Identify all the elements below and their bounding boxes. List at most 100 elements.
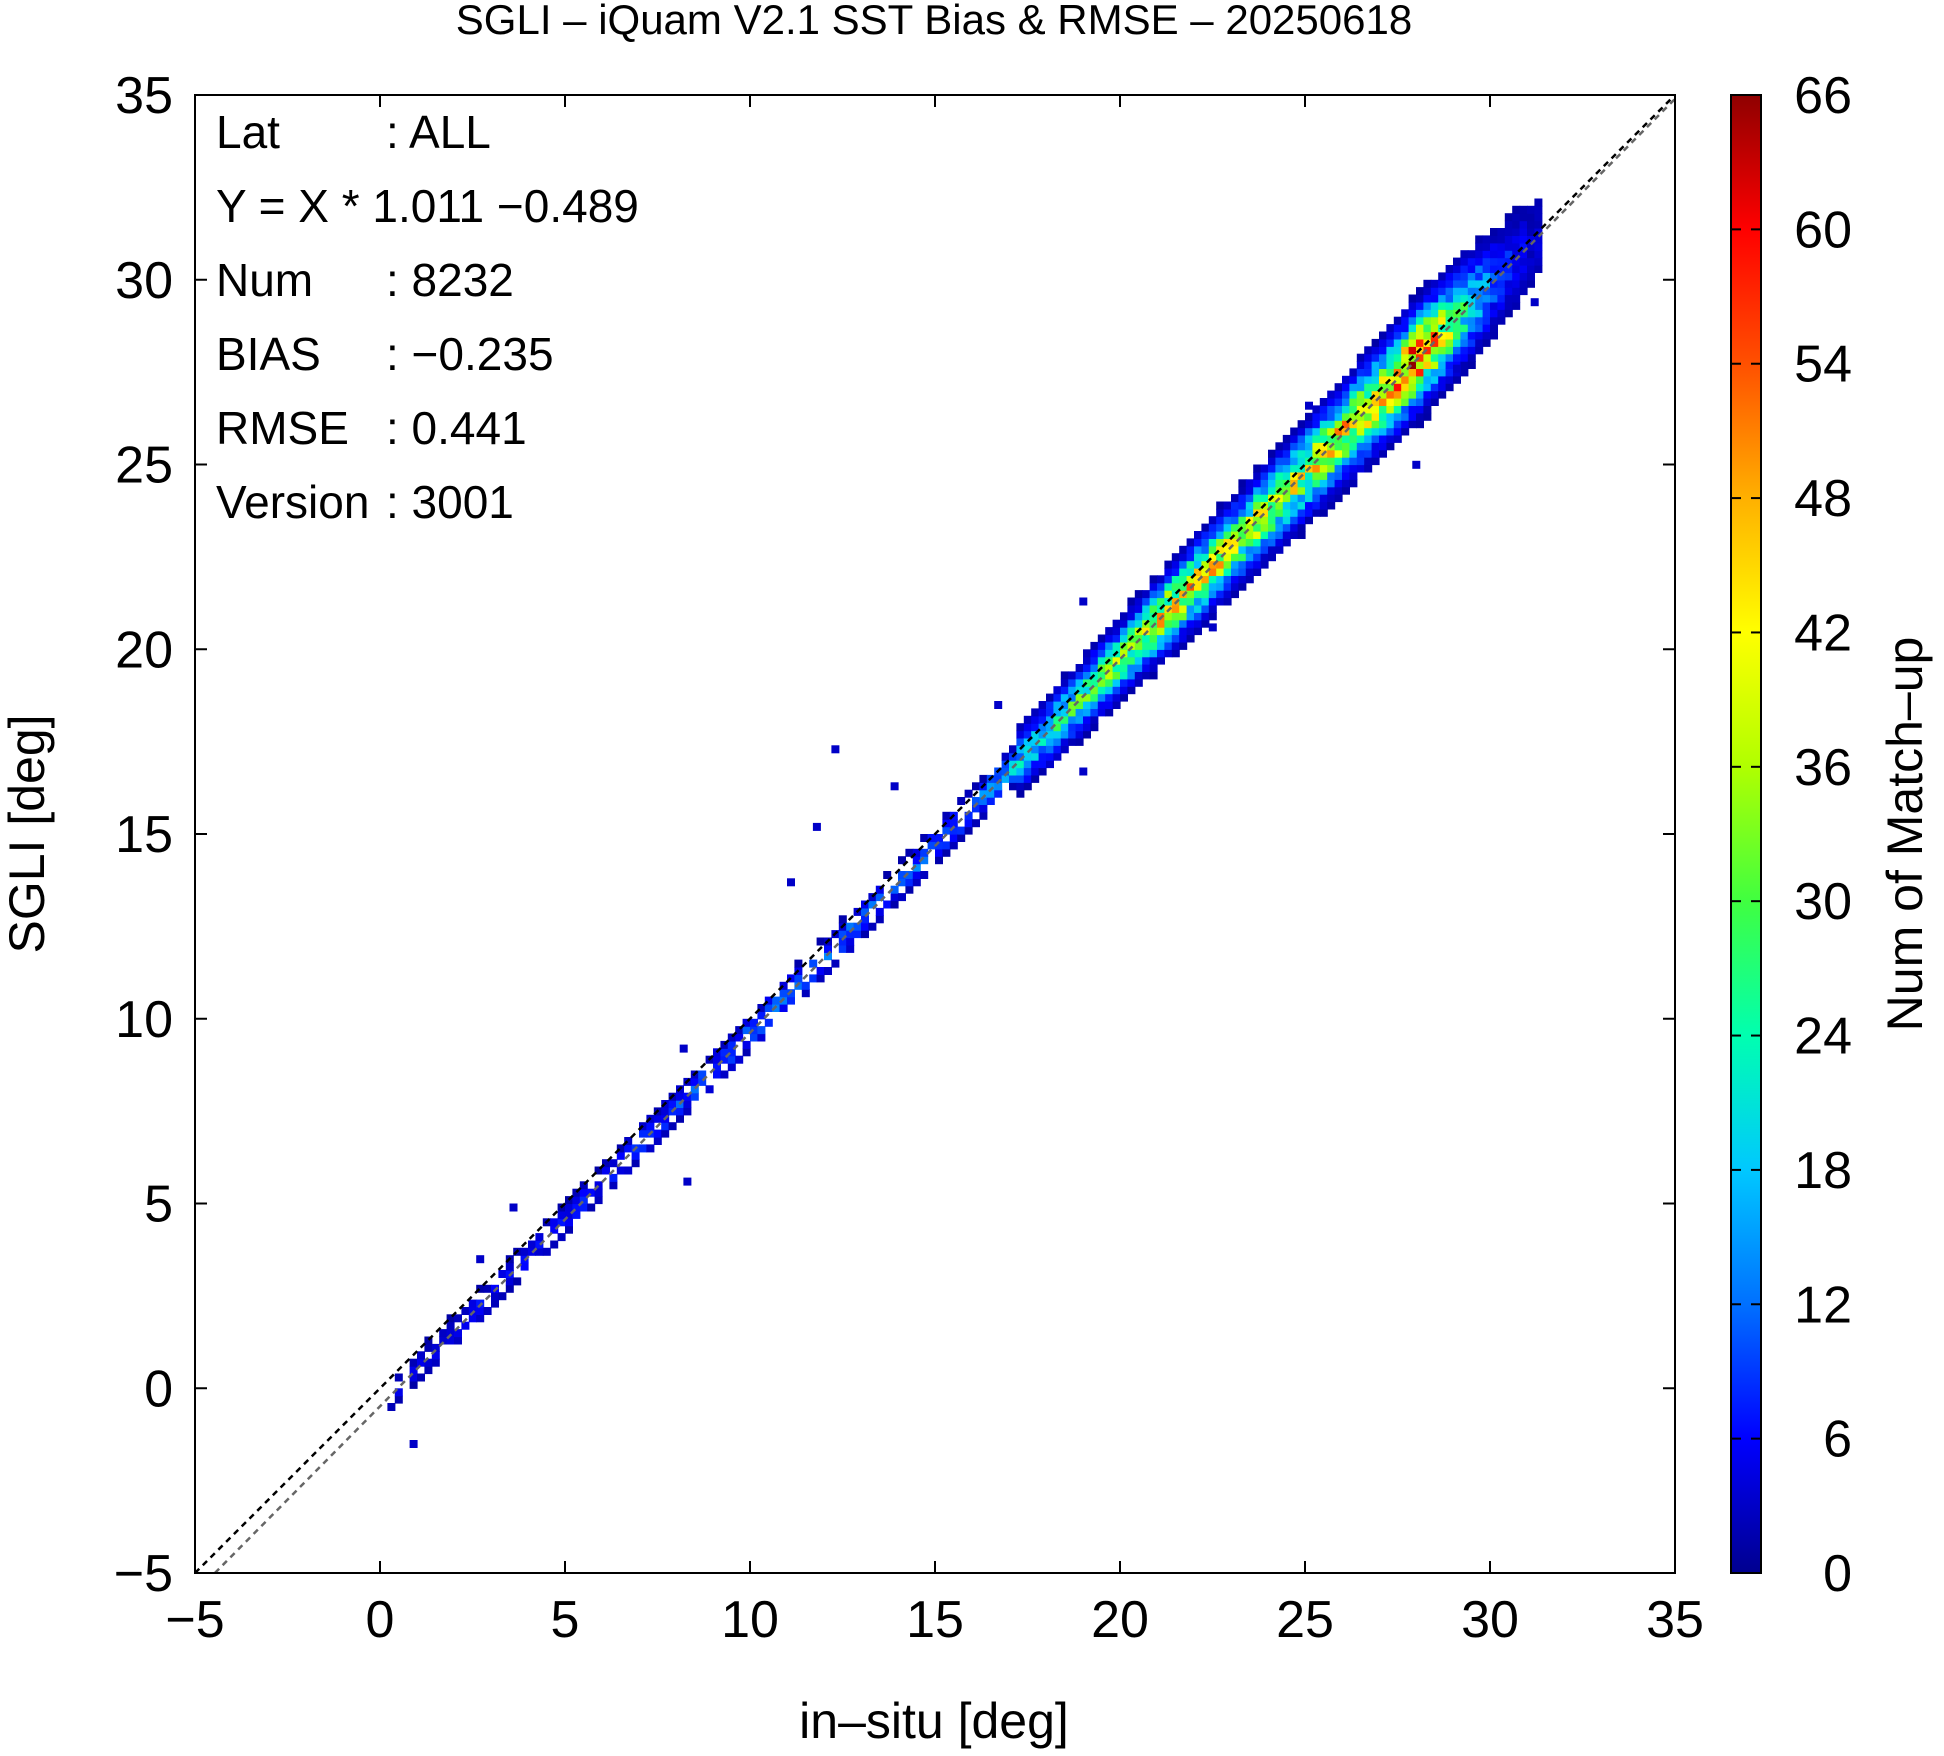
- heatmap-cell: [1356, 434, 1365, 443]
- heatmap-cell: [1194, 553, 1202, 562]
- heatmap-cell: [727, 1040, 736, 1049]
- heatmap-cell: [557, 1210, 566, 1219]
- heatmap-cell: [1423, 331, 1432, 340]
- heatmap-cell: [727, 1048, 736, 1057]
- heatmap-cell: [1053, 723, 1062, 732]
- heatmap-cell: [565, 1203, 573, 1212]
- heatmap-cell: [1438, 368, 1447, 377]
- heatmap-cell: [1401, 324, 1410, 333]
- heatmap-cell: [816, 967, 825, 975]
- heatmap-cell: [890, 900, 899, 909]
- heatmap-cell: [905, 848, 914, 857]
- heatmap-cell: [1238, 568, 1247, 576]
- heatmap-cell: [417, 1351, 425, 1360]
- heatmap-cell: [1216, 508, 1225, 517]
- y-tick-label: 0: [144, 1360, 173, 1418]
- heatmap-cell: [1349, 390, 1358, 399]
- heatmap-cell: [594, 1181, 603, 1190]
- heatmap-cell: [1171, 627, 1180, 636]
- heatmap-cell: [1312, 494, 1321, 503]
- heatmap-cell: [713, 1063, 721, 1072]
- heatmap-cell: [1401, 375, 1410, 384]
- heatmap-cell: [1016, 730, 1025, 739]
- heatmap-cell: [683, 1100, 692, 1108]
- heatmap-cell: [1497, 279, 1506, 288]
- heatmap-cell: [1453, 375, 1461, 384]
- heatmap-cell: [727, 1055, 736, 1064]
- heatmap-cell: [1401, 316, 1410, 325]
- heatmap-cell: [1171, 634, 1180, 643]
- colorbar-tick-label: 66: [1794, 67, 1852, 125]
- heatmap-cell: [1334, 383, 1343, 392]
- heatmap-cell: [498, 1292, 507, 1301]
- heatmap-cell: [594, 1188, 603, 1197]
- heatmap-cell: [1453, 257, 1461, 266]
- heatmap-cell: [1334, 390, 1343, 399]
- heatmap-cell: [1053, 737, 1062, 746]
- heatmap-cell: [1275, 442, 1284, 451]
- heatmap-cell: [1482, 250, 1491, 259]
- heatmap-cell: [1379, 427, 1387, 436]
- heatmap-cell: [1408, 338, 1417, 347]
- heatmap-cell: [1201, 538, 1210, 547]
- x-tick-label: 30: [1461, 1591, 1519, 1649]
- heatmap-cell: [1194, 538, 1202, 547]
- heatmap-cell: [1512, 265, 1521, 273]
- heatmap-cell: [1245, 501, 1254, 510]
- y-tick-label: 35: [115, 67, 173, 125]
- heatmap-cell: [964, 819, 973, 828]
- heatmap-cell: [1171, 582, 1180, 591]
- heatmap-cell: [1223, 508, 1232, 517]
- heatmap-cell: [898, 856, 906, 865]
- heatmap-cell: [1260, 508, 1269, 517]
- heatmap-cell: [1090, 708, 1099, 717]
- heatmap-cell: [1482, 287, 1491, 296]
- heatmap-cell: [1467, 287, 1476, 296]
- heatmap-cell: [705, 1085, 714, 1094]
- heatmap-cell: [1379, 353, 1387, 362]
- heatmap-cell: [1223, 597, 1232, 606]
- heatmap-cell: [1497, 301, 1506, 310]
- heatmap-cell: [1134, 619, 1143, 628]
- heatmap-cell: [1371, 346, 1380, 355]
- heatmap-cell: [838, 944, 847, 953]
- heatmap-cell: [994, 782, 1003, 791]
- heatmap-cell: [1297, 420, 1306, 429]
- heatmap-cell: [1416, 331, 1424, 340]
- heatmap-cell: [1216, 516, 1225, 525]
- heatmap-cell: [1305, 486, 1313, 495]
- heatmap-cell: [1438, 279, 1447, 288]
- heatmap-cell: [1379, 405, 1387, 414]
- heatmap-cell: [1231, 538, 1239, 547]
- heatmap-cell: [1282, 464, 1291, 473]
- heatmap-cell: [565, 1225, 573, 1234]
- heatmap-cell: [1467, 338, 1476, 347]
- heatmap-cell: [1164, 560, 1173, 569]
- heatmap-cell: [572, 1203, 581, 1212]
- heatmap-cell: [1097, 701, 1106, 709]
- heatmap-cell: [1297, 494, 1306, 503]
- heatmap-cell: [1460, 309, 1469, 318]
- heatmap-cell: [1512, 272, 1521, 281]
- heatmap-cell: [1053, 708, 1062, 717]
- heatmap-cell: [587, 1203, 596, 1212]
- heatmap-cell: [1393, 412, 1402, 421]
- heatmap-cell: [1120, 627, 1128, 636]
- heatmap-cell: [801, 981, 810, 990]
- heatmap-cell: [1297, 501, 1306, 510]
- heatmap-cell: [764, 996, 773, 1005]
- heatmap-cell: [1453, 324, 1461, 333]
- heatmap-cell: [1245, 494, 1254, 503]
- heatmap-cell: [1253, 523, 1262, 532]
- heatmap-cell: [1408, 301, 1417, 310]
- heatmap-cell: [676, 1114, 684, 1123]
- heatmap-cell: [535, 1240, 544, 1249]
- heatmap-cell: [1312, 412, 1321, 421]
- heatmap-cell: [579, 1188, 588, 1197]
- heatmap-cell: [1031, 723, 1040, 732]
- heatmap-cell: [1364, 442, 1373, 451]
- heatmap-cell: [454, 1329, 462, 1338]
- heatmap-cell: [1016, 767, 1025, 776]
- heatmap-cell: [1482, 338, 1491, 347]
- heatmap-cell: [1127, 597, 1136, 606]
